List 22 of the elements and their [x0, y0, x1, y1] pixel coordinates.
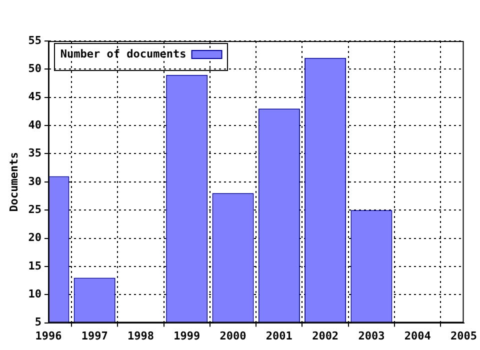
- y-tick-label: 40: [28, 118, 42, 132]
- x-tick-label: 1999: [174, 329, 200, 342]
- x-tick-label: 2001: [266, 329, 293, 342]
- y-tick-label: 5: [34, 316, 42, 329]
- y-tick-label: 35: [28, 146, 42, 160]
- x-tick-label: 2004: [404, 329, 432, 342]
- y-tick-label: 10: [28, 287, 42, 300]
- x-tick-label: 2000: [220, 329, 246, 342]
- y-tick-label: 15: [28, 259, 42, 272]
- y-tick-label: 50: [28, 62, 42, 76]
- x-tick-label: 1997: [81, 329, 108, 342]
- x-tick-label: 2002: [312, 329, 339, 342]
- y-tick-label: 55: [28, 34, 42, 47]
- y-tick-label: 45: [28, 90, 42, 104]
- x-tick-label: 2005: [450, 329, 478, 342]
- x-tick-label: 1998: [127, 329, 154, 342]
- y-tick-label: 20: [28, 231, 42, 244]
- y-tick-label: 30: [28, 174, 42, 188]
- y-axis-title: Documents: [7, 152, 20, 212]
- x-tick-label: 2003: [358, 329, 385, 342]
- x-tick-label: 1996: [35, 329, 62, 342]
- y-tick-label: 25: [28, 202, 42, 216]
